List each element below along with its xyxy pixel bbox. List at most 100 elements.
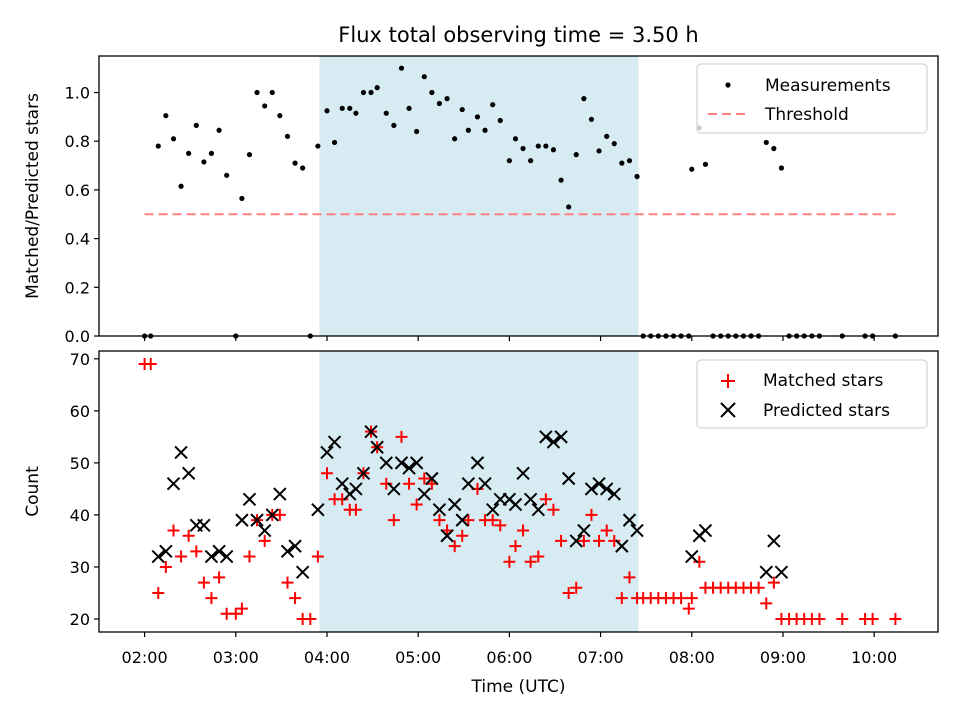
measurement-point (497, 117, 503, 124)
matched-star-point (235, 602, 248, 615)
measurement-point (452, 136, 458, 142)
observing-window-shade (319, 56, 639, 336)
predicted-star-point (151, 549, 165, 564)
count-panel: 20 30 40 50 60 70 02:00 03:00 04:00 05:00 06:00 07… (23, 350, 939, 697)
measurement-point (391, 122, 397, 128)
y-ticks-top: 0.0 0.2 0.4 0.6 0.8 1.0 (65, 84, 99, 346)
measurement-point (224, 172, 230, 178)
measurement-point (626, 158, 633, 164)
matched-star-point (448, 540, 461, 553)
measurement-point (193, 122, 199, 128)
measurement-point (368, 89, 374, 96)
measurement-point (535, 143, 541, 149)
matched-star-point (570, 581, 583, 594)
predicted-star-point (257, 523, 272, 538)
predicted-star-point (546, 435, 561, 449)
matched-star-point (304, 612, 317, 625)
predicted-star-point (577, 523, 591, 538)
predicted-star-point (320, 445, 334, 460)
matched-star-point (433, 514, 446, 527)
y-tick-label: 60 (70, 402, 90, 421)
matched-star-points (138, 358, 902, 625)
matched-star-point (289, 592, 302, 605)
predicted-star-point (409, 456, 424, 470)
measurement-point (596, 148, 602, 154)
predicted-star-point (759, 565, 773, 579)
matched-star-point (336, 493, 349, 506)
legend-bottom: Matched stars Predicted stars (696, 359, 928, 429)
measurement-point (444, 96, 450, 102)
predicted-star-point (461, 476, 476, 491)
measurement-point (186, 150, 192, 156)
chart-title: Flux total observing time = 3.50 h (338, 23, 698, 47)
matched-star-point (418, 472, 431, 485)
predicted-star-point (212, 544, 226, 559)
matched-star-point (813, 612, 826, 625)
predicted-star-point (607, 487, 621, 501)
measurement-point (331, 139, 338, 146)
predicted-star-point (379, 456, 393, 470)
y-tick-label: 0.8 (65, 132, 90, 151)
predicted-star-point (584, 482, 599, 496)
predicted-star-point (370, 440, 384, 454)
matched-star-point (243, 550, 256, 563)
predicted-star-point (402, 461, 416, 475)
matched-star-point (767, 576, 780, 589)
predicted-star-point (394, 456, 409, 470)
legend-label-matched: Matched stars (763, 371, 883, 391)
matched-star-point (577, 534, 590, 547)
measurement-point (634, 173, 640, 180)
matched-star-point (562, 586, 575, 599)
predicted-star-point (235, 513, 249, 527)
matched-star-point (532, 550, 545, 563)
measurement-point (702, 161, 709, 167)
x-tick-label: 03:00 (213, 648, 259, 667)
predicted-star-point (356, 466, 371, 480)
matched-star-point (167, 524, 180, 537)
predicted-star-point (630, 523, 644, 538)
matched-star-point (547, 503, 560, 516)
predicted-star-point (508, 497, 523, 512)
predicted-star-point (159, 544, 173, 559)
matched-star-point (190, 545, 203, 558)
measurement-point (406, 105, 412, 111)
predicted-star-point (166, 476, 181, 491)
predicted-star-point (455, 513, 469, 527)
measurement-point (421, 74, 427, 80)
matched-star-point (509, 540, 522, 553)
measurement-point (360, 89, 367, 96)
predicted-star-point (592, 476, 606, 491)
y-tick-label: 20 (70, 610, 90, 629)
measurement-point (201, 159, 207, 165)
predicted-star-point (599, 482, 614, 496)
predicted-star-point (387, 482, 401, 496)
predicted-star-point (288, 539, 302, 553)
legend-marker-measurements (725, 82, 731, 88)
matched-star-point (159, 560, 172, 573)
predicted-star-points (151, 424, 789, 579)
predicted-star-point (197, 518, 211, 533)
measurement-point (763, 139, 769, 146)
measurement-point (512, 136, 519, 142)
measurement-point (208, 150, 215, 156)
predicted-star-point (523, 492, 538, 507)
predicted-star-point (417, 487, 432, 501)
measurement-point (611, 141, 617, 147)
y-tick-label: 1.0 (65, 84, 90, 103)
measurement-point (543, 143, 549, 149)
x-tick-label: 09:00 (760, 648, 806, 667)
measurement-point (588, 116, 595, 122)
matched-star-point (395, 430, 408, 443)
predicted-star-point (425, 471, 439, 486)
matched-star-point (760, 597, 773, 610)
measurement-point (353, 110, 359, 116)
y-tick-label: 30 (70, 558, 90, 577)
x-tick-label: 04:00 (304, 648, 350, 667)
matched-star-point (229, 607, 242, 620)
predicted-star-point (335, 476, 349, 491)
predicted-star-point (447, 497, 462, 512)
matched-star-point (349, 503, 362, 516)
y-tick-label: 50 (70, 454, 90, 473)
measurement-point (347, 105, 353, 111)
measurement-point (573, 152, 579, 158)
